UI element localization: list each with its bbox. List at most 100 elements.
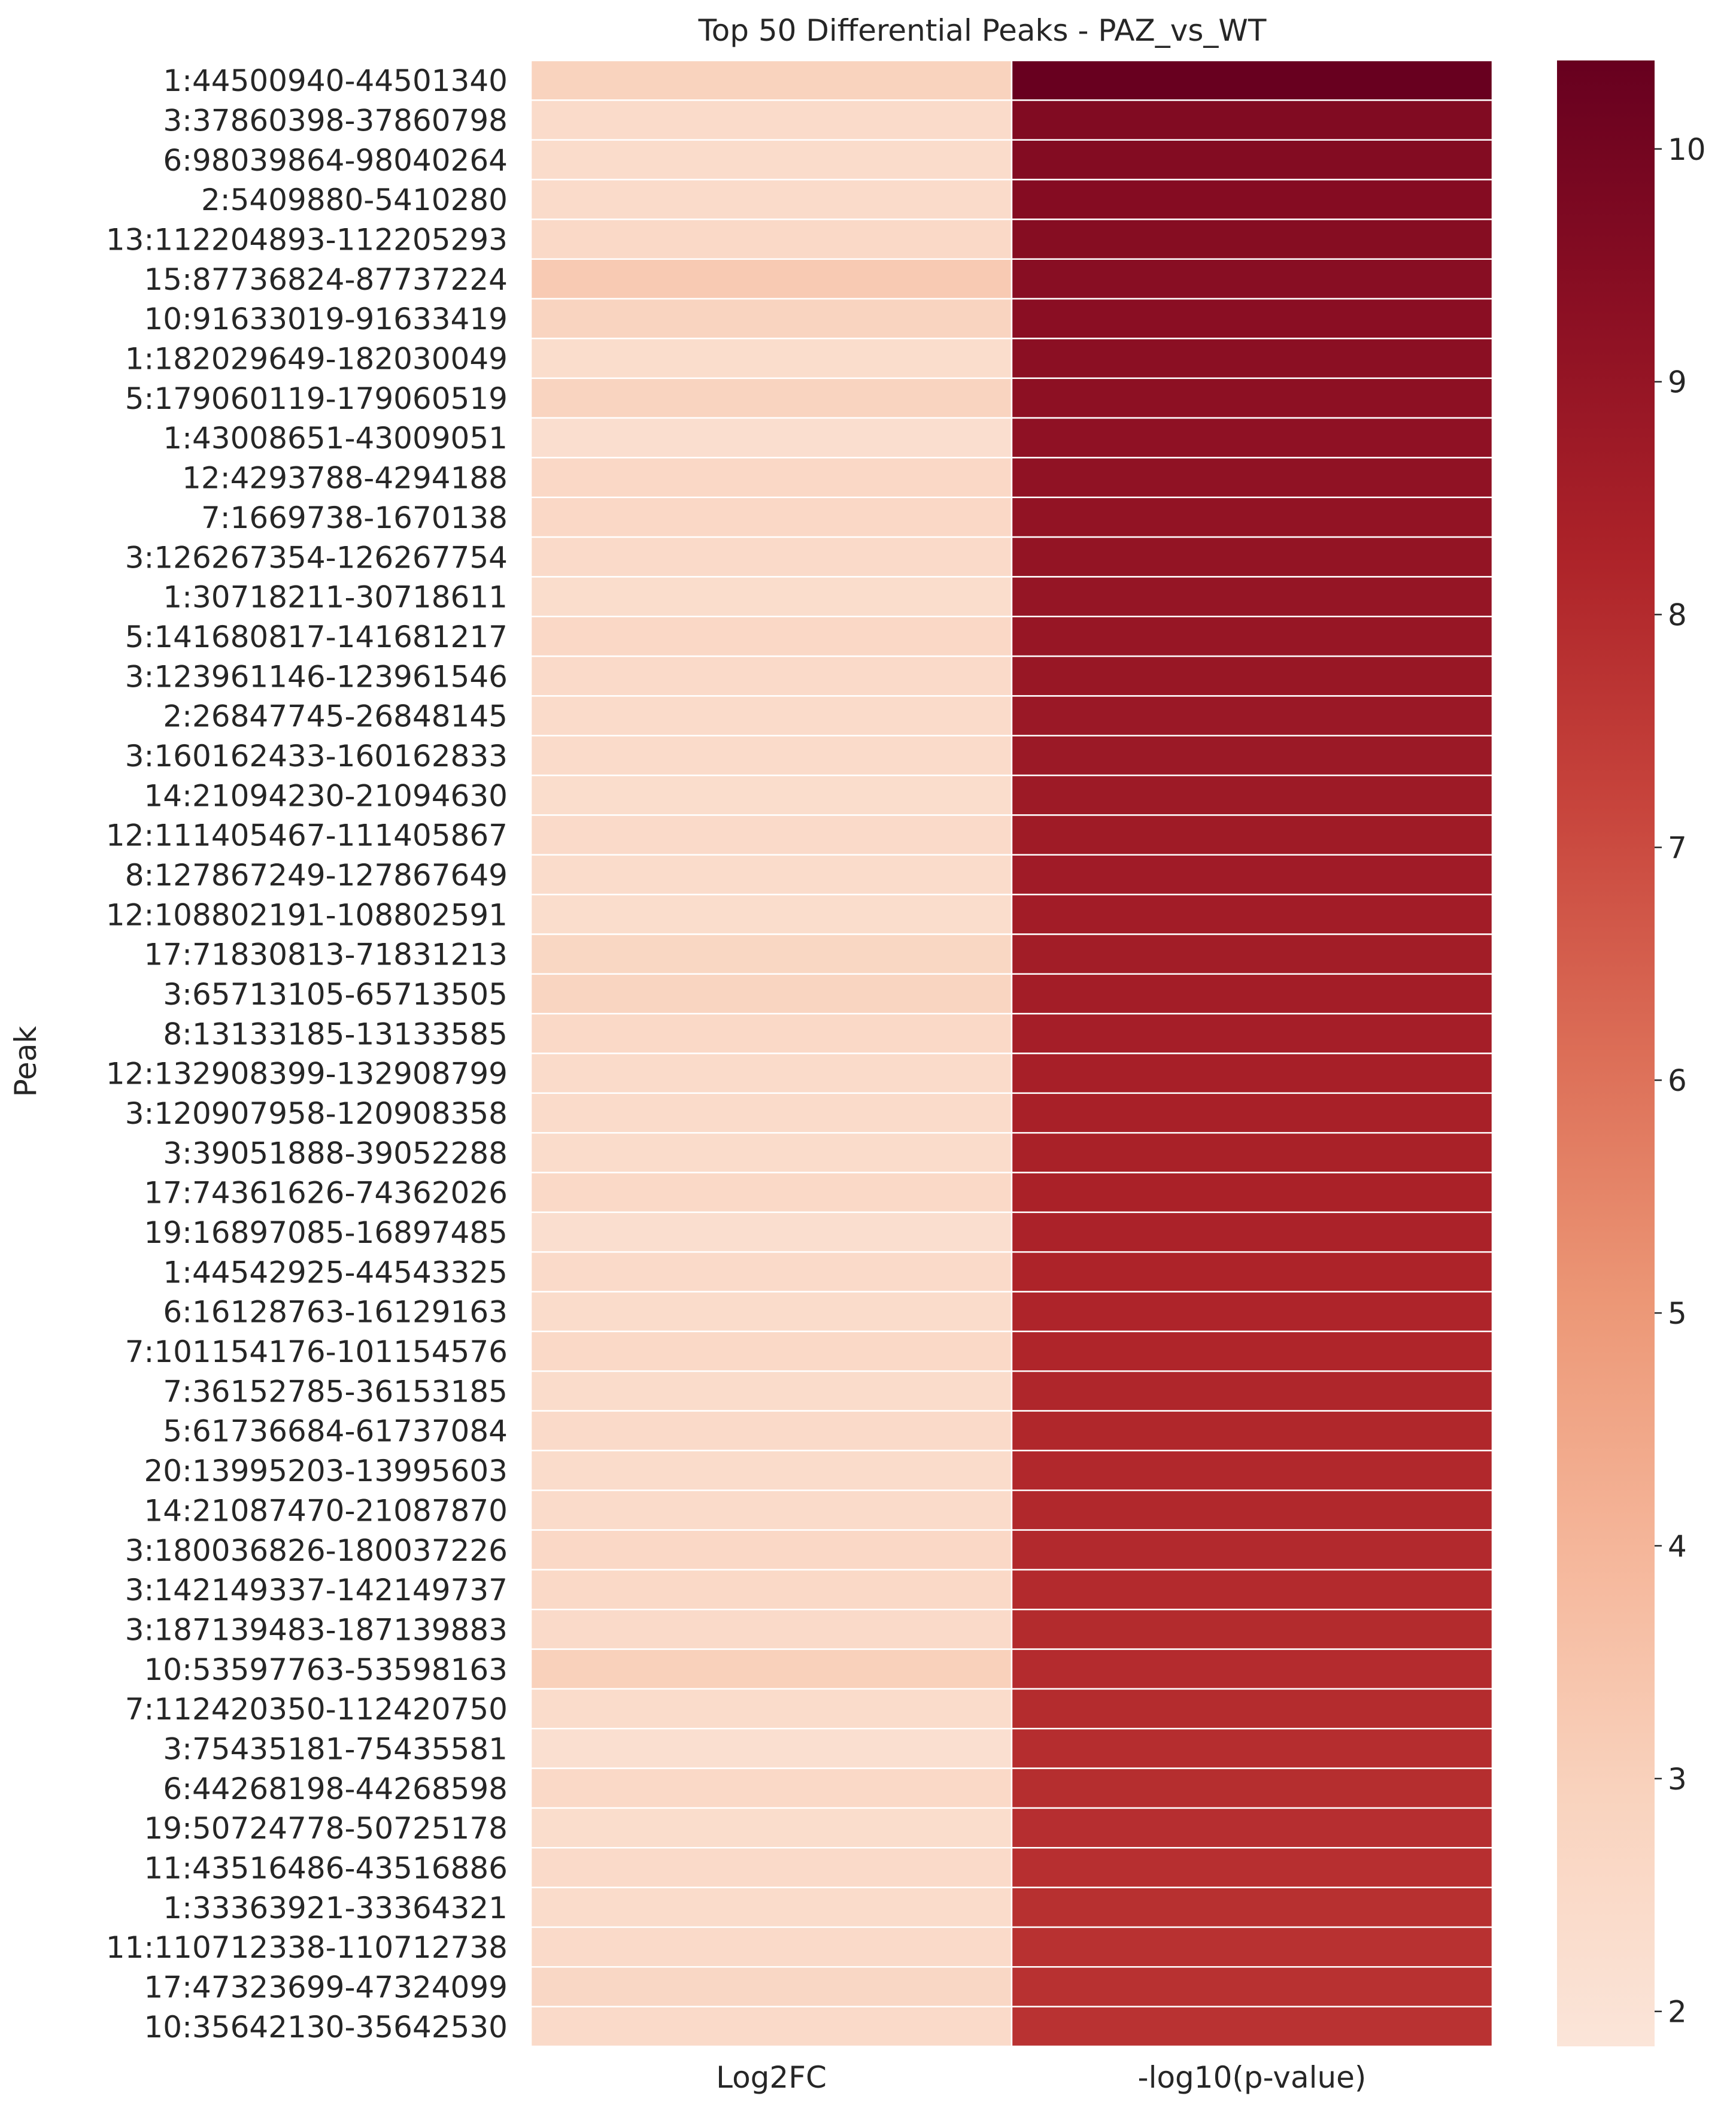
- heatmap-cell: [1010, 139, 1494, 181]
- heatmap-cell: [530, 1251, 1013, 1293]
- heatmap-cell: [1010, 576, 1494, 618]
- row-label: 11:110712338-110712738: [106, 1930, 508, 1965]
- row-label: 3:65713105-65713505: [163, 977, 508, 1012]
- heatmap-cell: [1010, 417, 1494, 459]
- heatmap-cell: [1010, 1767, 1494, 1809]
- row-label: 3:75435181-75435581: [163, 1731, 508, 1766]
- heatmap-cell: [1010, 1012, 1494, 1054]
- colorbar-tick-label: 10: [1668, 132, 1706, 167]
- heatmap-cell: [1010, 1449, 1494, 1491]
- heatmap-cell: [530, 576, 1013, 618]
- colorbar: [1557, 60, 1655, 2046]
- row-label: 12:111405467-111405867: [106, 818, 508, 853]
- row-label: 3:180036826-180037226: [125, 1533, 508, 1568]
- row-label: 3:187139483-187139883: [125, 1612, 508, 1647]
- heatmap-cell: [1010, 774, 1494, 816]
- heatmap-cell: [530, 1926, 1013, 1968]
- heatmap-cell: [530, 377, 1013, 419]
- heatmap-cell: [1010, 695, 1494, 737]
- heatmap-cell: [530, 1886, 1013, 1928]
- heatmap-cell: [1010, 615, 1494, 657]
- heatmap-cell: [1010, 973, 1494, 1015]
- heatmap-cell: [530, 1330, 1013, 1372]
- row-labels: 1:44500940-44501340 3:37860398-37860798 6:…: [106, 63, 508, 2045]
- heatmap-cell: [530, 1688, 1013, 1730]
- heatmap-cell: [530, 1012, 1013, 1054]
- heatmap-cell: [1010, 1211, 1494, 1253]
- heatmap-cell: [1010, 1609, 1494, 1650]
- heatmap-cell: [530, 1132, 1013, 1173]
- heatmap-cell: [530, 615, 1013, 657]
- heatmap-cell: [1010, 457, 1494, 498]
- heatmap-cell: [1010, 1132, 1494, 1173]
- heatmap-cell: [530, 1489, 1013, 1531]
- heatmap-cell: [530, 1847, 1013, 1888]
- heatmap-cell: [530, 655, 1013, 697]
- heatmap-cell: [1010, 99, 1494, 141]
- heatmap-cell: [1010, 893, 1494, 935]
- heatmap-cell: [530, 973, 1013, 1015]
- row-label: 1:43008651-43009051: [163, 421, 508, 456]
- row-label: 3:120907958-120908358: [125, 1096, 508, 1131]
- row-label: 6:44268198-44268598: [163, 1772, 508, 1806]
- heatmap-cell: [1010, 1886, 1494, 1928]
- heatmap-cell: [530, 695, 1013, 737]
- heatmap-cell: [530, 1449, 1013, 1491]
- row-label: 6:16128763-16129163: [163, 1295, 508, 1330]
- heatmap-cell: [530, 774, 1013, 816]
- heatmap-cell: [530, 536, 1013, 578]
- row-label: 1:44500940-44501340: [163, 63, 508, 98]
- row-label: 1:182029649-182030049: [125, 342, 508, 377]
- heatmap-cell: [1010, 178, 1494, 220]
- heatmap-cell: [1010, 496, 1494, 538]
- row-label: 3:126267354-126267754: [125, 540, 508, 575]
- heatmap-cell: [1010, 258, 1494, 300]
- heatmap-cell: [530, 219, 1013, 260]
- heatmap-cell: [1010, 655, 1494, 697]
- heatmap-cell: [530, 1966, 1013, 2007]
- row-label: 8:127867249-127867649: [125, 858, 508, 893]
- column-label: Log2FC: [716, 2060, 827, 2095]
- row-label: 3:37860398-37860798: [163, 104, 508, 138]
- heatmap-cell: [530, 1648, 1013, 1690]
- colorbar-tick-label: 5: [1668, 1296, 1687, 1331]
- heatmap-cell: [1010, 1489, 1494, 1531]
- heatmap-cell: [1010, 1291, 1494, 1333]
- heatmap-cell: [530, 1529, 1013, 1571]
- row-label: 5:141680817-141681217: [125, 620, 508, 654]
- heatmap-cell: [530, 1172, 1013, 1214]
- heatmap-cell: [1010, 2006, 1494, 2048]
- row-label: 12:132908399-132908799: [106, 1057, 508, 1091]
- heatmap-cell: [530, 933, 1013, 975]
- row-label: 17:47323699-47324099: [144, 1970, 508, 2004]
- heatmap-cell: [530, 2006, 1013, 2048]
- column-labels: Log2FC -log10(p-value): [716, 2060, 1366, 2095]
- row-label: 17:71830813-71831213: [144, 938, 508, 972]
- row-label: 5:179060119-179060519: [125, 381, 508, 416]
- heatmap-cell: [530, 1807, 1013, 1849]
- row-label: 13:112204893-112205293: [106, 223, 508, 257]
- heatmap-cell: [1010, 814, 1494, 856]
- colorbar-tick-label: 4: [1668, 1529, 1687, 1564]
- row-label: 1:44542925-44543325: [163, 1255, 508, 1290]
- heatmap-cell: [1010, 1410, 1494, 1452]
- row-label: 14:21087470-21087870: [144, 1493, 508, 1528]
- row-label: 12:108802191-108802591: [106, 897, 508, 932]
- row-label: 3:39051888-39052288: [163, 1136, 508, 1170]
- chart-title: Top 50 Differential Peaks - PAZ_vs_WT: [698, 13, 1267, 48]
- heatmap-cell: [1010, 377, 1494, 419]
- heatmap-cell: [530, 893, 1013, 935]
- heatmap-cell: [530, 1410, 1013, 1452]
- heatmap-cell: [1010, 1370, 1494, 1412]
- heatmap-cell: [530, 1609, 1013, 1650]
- heatmap-cell: [1010, 1053, 1494, 1094]
- heatmap-cell: [1010, 735, 1494, 777]
- heatmap-cell: [530, 854, 1013, 896]
- row-label: 17:74361626-74362026: [144, 1176, 508, 1211]
- row-label: 8:13133185-13133585: [163, 1017, 508, 1051]
- heatmap-cell: [1010, 1092, 1494, 1134]
- row-label: 10:35642130-35642530: [144, 2010, 508, 2045]
- row-label: 11:43516486-43516886: [144, 1851, 508, 1885]
- row-label: 1:33363921-33364321: [163, 1891, 508, 1925]
- row-label: 10:91633019-91633419: [144, 302, 508, 336]
